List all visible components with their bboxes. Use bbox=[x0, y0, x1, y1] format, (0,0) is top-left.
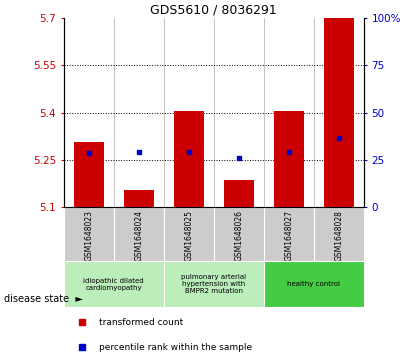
Text: GSM1648023: GSM1648023 bbox=[84, 209, 93, 261]
Bar bbox=[264, 207, 314, 261]
Text: transformed count: transformed count bbox=[99, 318, 183, 327]
Text: percentile rank within the sample: percentile rank within the sample bbox=[99, 343, 252, 352]
Bar bbox=[74, 142, 104, 207]
Bar bbox=[164, 261, 264, 307]
Bar bbox=[174, 111, 204, 207]
Bar bbox=[114, 207, 164, 261]
Text: disease state  ►: disease state ► bbox=[4, 294, 83, 304]
Bar bbox=[264, 261, 364, 307]
Bar bbox=[64, 261, 164, 307]
Text: GSM1648026: GSM1648026 bbox=[234, 209, 243, 261]
Title: GDS5610 / 8036291: GDS5610 / 8036291 bbox=[150, 4, 277, 17]
Bar bbox=[224, 180, 254, 207]
Text: GSM1648024: GSM1648024 bbox=[134, 209, 143, 261]
Text: idiopathic dilated
cardiomyopathy: idiopathic dilated cardiomyopathy bbox=[83, 278, 144, 290]
Bar bbox=[274, 111, 304, 207]
Text: GSM1648027: GSM1648027 bbox=[284, 209, 293, 261]
Bar bbox=[314, 207, 364, 261]
Text: pulmonary arterial
hypertension with
BMPR2 mutation: pulmonary arterial hypertension with BMP… bbox=[181, 274, 246, 294]
Bar bbox=[214, 207, 264, 261]
Text: GSM1648028: GSM1648028 bbox=[334, 209, 343, 261]
Bar bbox=[164, 207, 214, 261]
Text: healthy control: healthy control bbox=[287, 281, 340, 287]
Bar bbox=[64, 207, 114, 261]
Text: GSM1648025: GSM1648025 bbox=[184, 209, 193, 261]
Bar bbox=[124, 189, 154, 207]
Bar bbox=[324, 18, 354, 207]
